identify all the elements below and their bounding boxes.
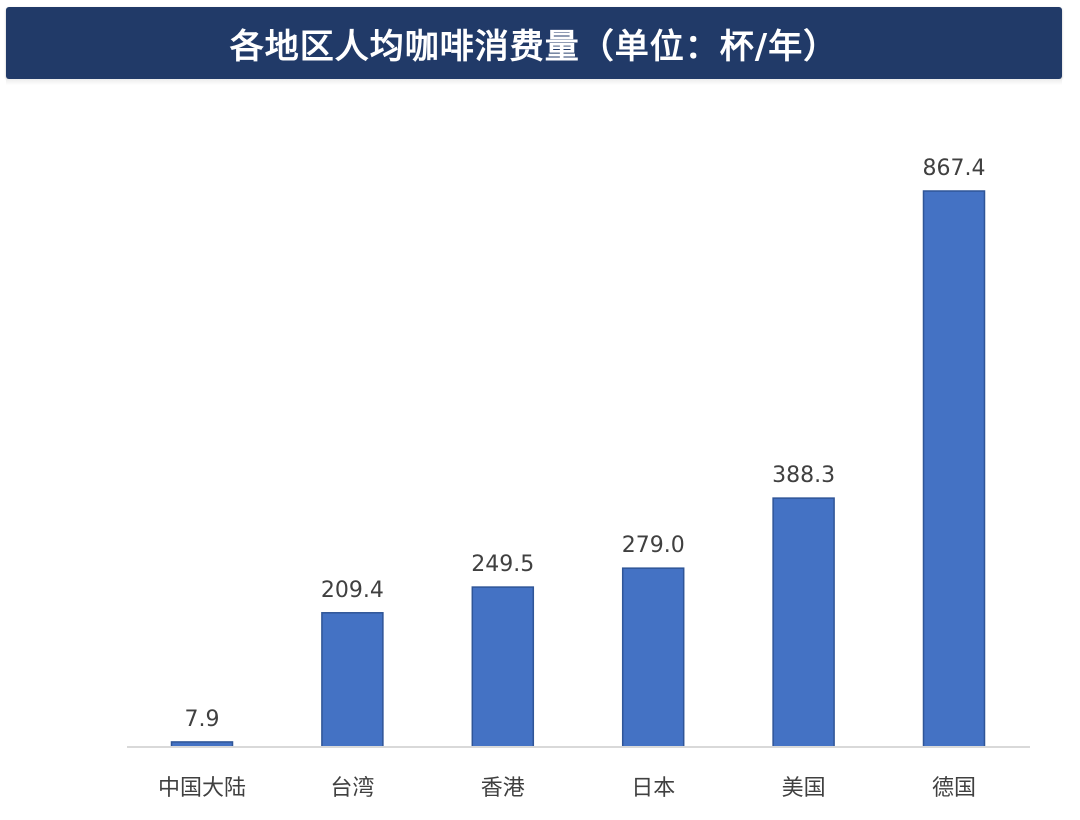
value-label-1: 209.4 [321,578,384,603]
value-label-2: 249.5 [471,552,534,577]
bar-5 [922,190,986,748]
category-label-2: 香港 [481,776,525,801]
chart-title: 各地区人均咖啡消费量（单位：杯/年） [229,26,839,67]
category-label-0: 中国大陆 [158,776,246,801]
bar-4 [772,497,835,748]
title-shadow [6,79,1062,85]
bars-group [170,190,986,748]
category-label-1: 台湾 [330,776,374,801]
value-label-5: 867.4 [923,156,986,181]
chart-title-bar: 各地区人均咖啡消费量（单位：杯/年） [6,7,1062,79]
category-label-3: 日本 [631,776,675,801]
bar-2 [471,586,535,748]
value-label-4: 388.3 [772,463,835,488]
category-labels-group: 中国大陆 台湾 香港 日本 美国 德国 [158,776,976,801]
bar-3 [621,567,685,748]
category-label-4: 美国 [782,776,826,801]
category-label-5: 德国 [932,776,976,801]
value-label-0: 7.9 [185,707,220,732]
value-label-3: 279.0 [622,533,685,558]
value-labels-group: 7.9 209.4 249.5 279.0 388.3 867.4 [185,156,986,732]
bar-1 [321,612,384,748]
